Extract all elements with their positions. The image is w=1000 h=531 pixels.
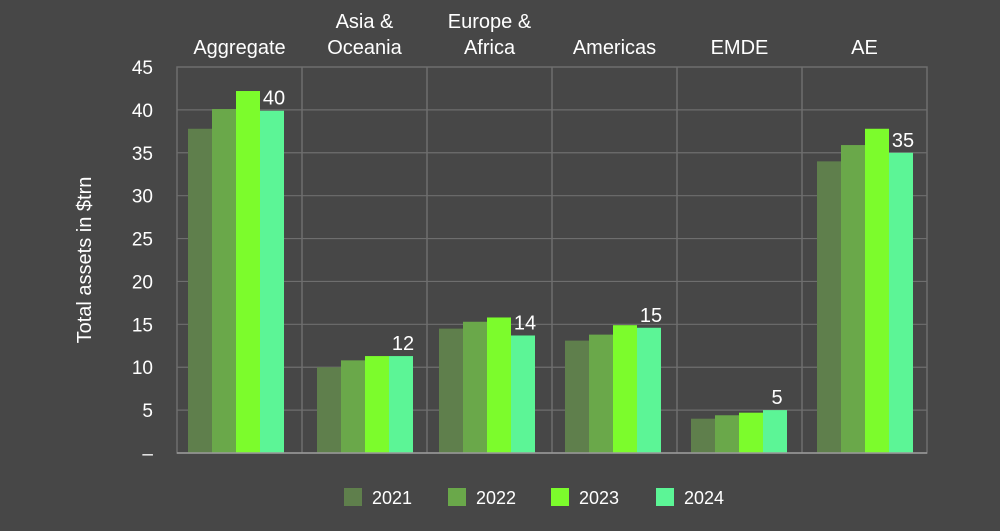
category-label: EMDE [711, 37, 769, 59]
legend-swatch-2023 [551, 488, 569, 506]
bar-2023-1 [365, 356, 389, 453]
y-tick-label: 5 [142, 401, 153, 422]
bar-2023-3 [613, 325, 637, 453]
bar-2024-2 [511, 335, 535, 453]
legend-swatch-2022 [448, 488, 466, 506]
bar-2021-3 [565, 340, 589, 453]
y-tick-label: 35 [132, 144, 153, 165]
bar-2021-2 [439, 328, 463, 453]
bar-2024-1 [389, 356, 413, 453]
bar-2022-0 [212, 109, 236, 453]
legend-label: 2022 [476, 488, 516, 508]
legend-label: 2021 [372, 488, 412, 508]
bar-2021-4 [691, 418, 715, 453]
bar-2024-5 [889, 152, 913, 453]
data-label: 35 [892, 130, 914, 152]
bar-2022-3 [589, 334, 613, 453]
bar-2022-2 [463, 321, 487, 453]
y-tick-label: 40 [132, 101, 153, 122]
category-label: Asia & [336, 11, 394, 33]
bar-2024-0 [260, 110, 284, 453]
data-label: 12 [392, 333, 414, 355]
data-label: 14 [514, 312, 536, 334]
category-label: Aggregate [193, 37, 285, 59]
y-axis-title: Total assets in $trn [74, 177, 96, 344]
legend-label: 2023 [579, 488, 619, 508]
y-tick-label: 25 [132, 230, 153, 251]
y-tick-label: 30 [132, 187, 153, 208]
legend-label: 2024 [684, 488, 724, 508]
bar-2021-5 [817, 161, 841, 453]
bar-2024-3 [637, 327, 661, 453]
bar-2022-4 [715, 415, 739, 453]
legend-swatch-2024 [656, 488, 674, 506]
legend-swatch-2021 [344, 488, 362, 506]
y-tick-label: – [142, 444, 153, 465]
data-label: 15 [640, 305, 662, 327]
bar-2021-0 [188, 128, 212, 453]
category-label: AE [851, 37, 878, 59]
bar-2023-5 [865, 128, 889, 453]
y-tick-label: 15 [132, 315, 153, 336]
y-tick-label: 45 [132, 58, 153, 79]
bar-2023-0 [236, 91, 260, 454]
y-tick-label: 10 [132, 358, 153, 379]
bar-2022-1 [341, 360, 365, 453]
category-label: Africa [464, 37, 516, 59]
category-label: Europe & [448, 11, 532, 33]
bar-2023-2 [487, 317, 511, 453]
y-tick-label: 20 [132, 272, 153, 293]
bar-2021-1 [317, 367, 341, 453]
category-label: Americas [573, 37, 656, 59]
bar-2024-4 [763, 410, 787, 453]
category-label: Oceania [327, 37, 402, 59]
bar-2023-4 [739, 412, 763, 453]
data-label: 5 [771, 387, 782, 409]
data-label: 40 [263, 88, 285, 110]
bar-2022-5 [841, 145, 865, 453]
